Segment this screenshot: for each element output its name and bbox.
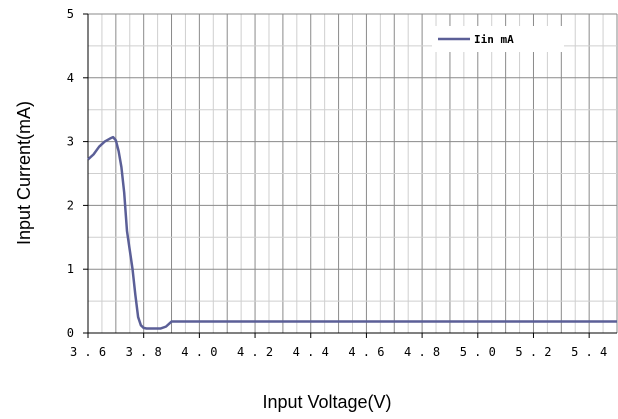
x-tick-label: 4 . 2 xyxy=(237,345,273,359)
grid xyxy=(88,14,617,333)
x-axis-ticks: 3 . 6 3 . 8 4 . 0 4 . 2 4 . 4 4 . 6 4 . 8 5 . 0… xyxy=(70,333,607,359)
y-tick-label: 2 xyxy=(67,198,74,212)
y-tick-label: 5 xyxy=(67,7,74,21)
x-tick-label: 4 . 6 xyxy=(348,345,384,359)
x-axis-title: Input Voltage(V) xyxy=(262,392,391,412)
x-tick-label: 5 . 0 xyxy=(460,345,496,359)
y-axis-title: Input Current(mA) xyxy=(14,101,34,245)
x-tick-label: 4 . 0 xyxy=(181,345,217,359)
y-tick-label: 1 xyxy=(67,262,74,276)
y-tick-label: 4 xyxy=(67,71,74,85)
y-axis-ticks: 0 1 2 3 4 5 xyxy=(67,7,88,340)
x-tick-label: 4 . 4 xyxy=(293,345,329,359)
y-tick-label: 3 xyxy=(67,135,74,149)
x-tick-label: 5 . 4 xyxy=(571,345,607,359)
x-tick-label: 5 . 2 xyxy=(515,345,551,359)
legend-label: Iin mA xyxy=(474,33,514,46)
x-tick-label: 3 . 6 xyxy=(70,345,106,359)
x-tick-label: 4 . 8 xyxy=(404,345,440,359)
y-tick-label: 0 xyxy=(67,326,74,340)
x-tick-label: 3 . 8 xyxy=(126,345,162,359)
legend: Iin mA xyxy=(432,26,564,52)
